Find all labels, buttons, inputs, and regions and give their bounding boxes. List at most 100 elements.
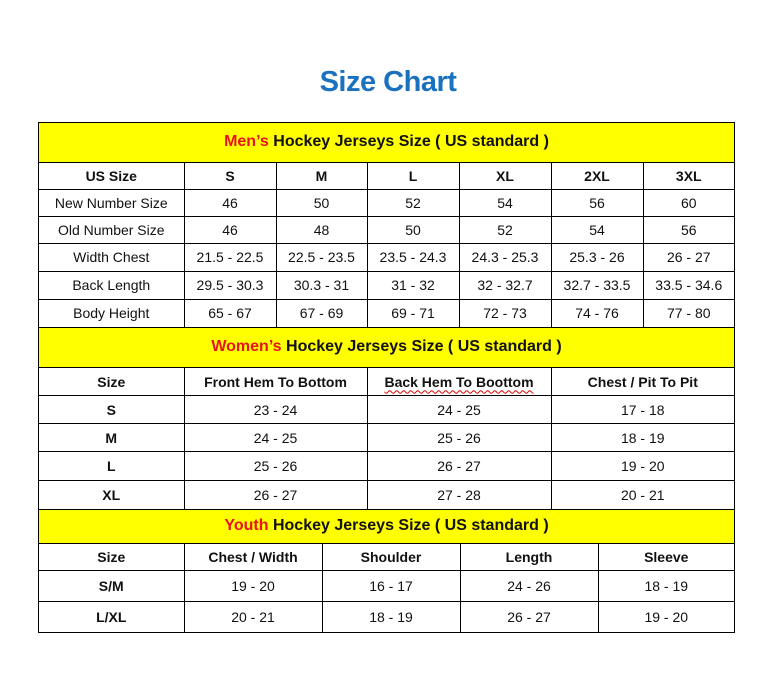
table-cell: 21.5 - 22.5 [183,242,277,272]
row-label: S [39,395,185,424]
table-cell: 77 - 80 [642,298,735,328]
table-cell: 25.3 - 26 [550,242,644,272]
youth-heading-text: Hockey Jerseys Size ( US standard ) [268,517,549,535]
row-label: XL [39,480,185,510]
column-header: Length [459,542,599,571]
table-cell: 29.5 - 30.3 [183,270,277,300]
table-row: XL 26 - 27 27 - 28 20 - 21 [39,480,735,510]
women-table: Women’s Hockey Jerseys Size ( US standar… [39,327,735,510]
youth-column-headers: Size Chest / Width Shoulder Length Sleeve [39,542,735,571]
row-label: Width Chest [39,242,185,272]
column-header: Shoulder [321,542,461,571]
row-label: L/XL [39,600,185,633]
row-label: Old Number Size [39,215,185,244]
table-cell: 19 - 20 [550,451,735,481]
column-header: US Size [39,161,185,190]
row-label: New Number Size [39,188,185,217]
row-label: Back Length [39,270,185,300]
table-cell: 22.5 - 23.5 [275,242,368,272]
column-header: Size [39,542,185,571]
women-heading-highlight: Women’s [211,338,282,356]
table-cell: 18 - 19 [597,569,735,602]
table-cell: 18 - 19 [550,423,735,452]
table-row: M 24 - 25 25 - 26 18 - 19 [39,423,735,452]
table-cell: 23.5 - 24.3 [366,242,460,272]
table-cell: 46 [183,188,277,217]
size-chart: Men’s Hockey Jerseys Size ( US standard … [38,122,735,633]
men-column-headers: US Size S M L XL 2XL 3XL [39,161,735,190]
table-row: Back Length 29.5 - 30.3 30.3 - 31 31 - 32 32… [39,270,735,300]
column-header: L [366,161,460,190]
table-cell: 16 - 17 [321,569,461,602]
column-header: Sleeve [597,542,735,571]
row-label: S/M [39,569,185,602]
table-cell: 24 - 26 [459,569,599,602]
table-cell: 50 [366,215,460,244]
table-cell: 24 - 25 [366,395,552,424]
table-cell: 50 [275,188,368,217]
women-heading-text: Hockey Jerseys Size ( US standard ) [281,338,562,356]
table-cell: 27 - 28 [366,480,552,510]
table-cell: 32 - 32.7 [458,270,552,300]
table-cell: 48 [275,215,368,244]
table-cell: 72 - 73 [458,298,552,328]
table-cell: 65 - 67 [183,298,277,328]
column-header: Size [39,367,185,396]
table-cell: 24 - 25 [183,423,368,452]
table-cell: 19 - 20 [183,569,323,602]
page-title: Size Chart [319,66,457,98]
table-cell: 31 - 32 [366,270,460,300]
table-cell: 23 - 24 [183,395,368,424]
column-header: S [183,161,277,190]
table-cell: 26 - 27 [183,480,368,510]
table-row: L/XL 20 - 21 18 - 19 26 - 27 19 - 20 [39,600,735,633]
column-header: Back Hem To Boottom [366,367,552,396]
women-column-headers: Size Front Hem To Bottom Back Hem To Boott… [39,367,735,396]
table-cell: 19 - 20 [597,600,735,633]
row-label: Body Height [39,298,185,328]
column-header: XL [458,161,552,190]
table-row: Old Number Size 46 48 50 52 54 56 [39,215,735,244]
row-label: L [39,451,185,481]
column-header: Chest / Width [183,542,323,571]
table-cell: 18 - 19 [321,600,461,633]
table-row: S/M 19 - 20 16 - 17 24 - 26 18 - 19 [39,569,735,602]
table-cell: 30.3 - 31 [275,270,368,300]
women-section-header: Women’s Hockey Jerseys Size ( US standar… [39,327,735,368]
table-cell: 46 [183,215,277,244]
table-cell: 20 - 21 [183,600,323,633]
table-cell: 56 [642,215,735,244]
table-row: Body Height 65 - 67 67 - 69 69 - 71 72 - 73 7… [39,298,735,328]
table-cell: 26 - 27 [642,242,735,272]
table-cell: 56 [550,188,644,217]
table-cell: 54 [458,188,552,217]
table-cell: 25 - 26 [183,451,368,481]
table-cell: 24.3 - 25.3 [458,242,552,272]
youth-heading-highlight: Youth [224,517,269,535]
youth-section-header: Youth Hockey Jerseys Size ( US standard … [39,510,735,544]
column-header: 3XL [642,161,735,190]
youth-table: Youth Hockey Jerseys Size ( US standard … [39,510,735,633]
row-label: M [39,423,185,452]
table-cell: 25 - 26 [366,423,552,452]
table-row: L 25 - 26 26 - 27 19 - 20 [39,451,735,481]
table-cell: 33.5 - 34.6 [642,270,735,300]
column-header: Front Hem To Bottom [183,367,368,396]
table-cell: 60 [642,188,735,217]
men-section-header: Men’s Hockey Jerseys Size ( US standard … [39,123,735,163]
column-header: 2XL [550,161,644,190]
table-cell: 69 - 71 [366,298,460,328]
table-cell: 54 [550,215,644,244]
men-heading-text: Hockey Jerseys Size ( US standard ) [268,133,549,151]
table-cell: 26 - 27 [366,451,552,481]
table-row: New Number Size 46 50 52 54 56 60 [39,188,735,217]
column-header: M [275,161,368,190]
men-heading-highlight: Men’s [224,133,269,151]
men-table: Men’s Hockey Jerseys Size ( US standard … [39,123,735,328]
column-header: Chest / Pit To Pit [550,367,735,396]
table-cell: 74 - 76 [550,298,644,328]
table-cell: 52 [458,215,552,244]
table-cell: 26 - 27 [459,600,599,633]
table-row: Width Chest 21.5 - 22.5 22.5 - 23.5 23.5 - … [39,242,735,272]
table-row: S 23 - 24 24 - 25 17 - 18 [39,395,735,424]
